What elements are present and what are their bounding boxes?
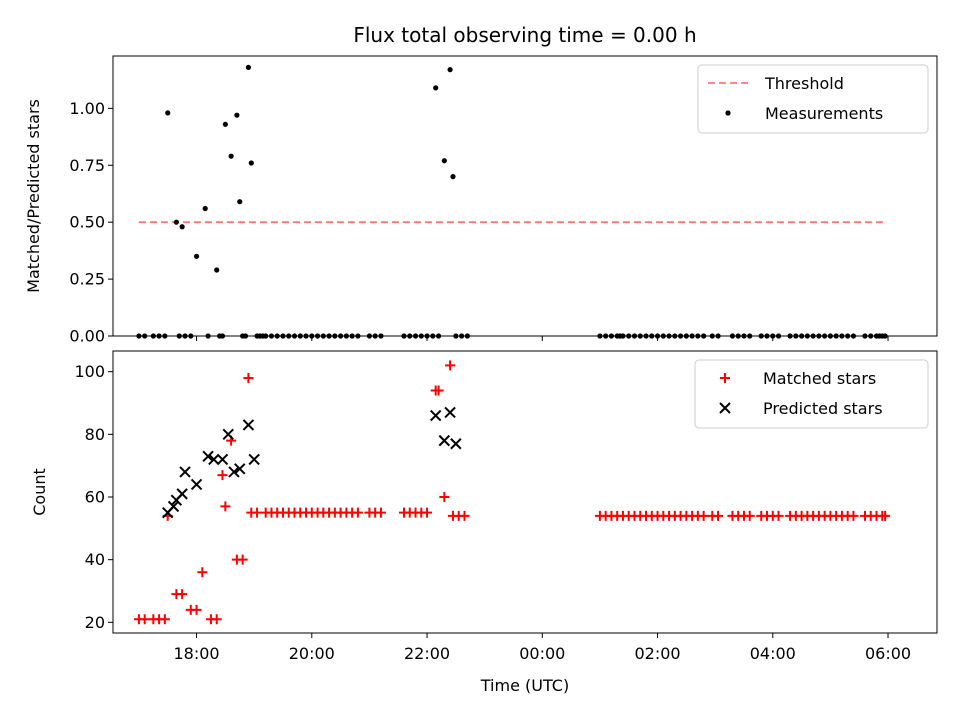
data-point <box>744 510 755 521</box>
data-point <box>222 428 234 441</box>
data-point <box>179 224 185 230</box>
data-point <box>450 438 462 450</box>
data-point <box>237 554 248 565</box>
y-tick-label: 60 <box>85 488 105 507</box>
data-point <box>248 160 254 166</box>
y-tick-label: 0.00 <box>69 327 105 346</box>
data-point <box>422 507 433 518</box>
data-point <box>450 174 456 180</box>
legend-measurement-swatch <box>725 110 731 116</box>
data-point <box>179 466 191 478</box>
data-point <box>193 253 200 259</box>
data-point <box>445 360 456 371</box>
y-tick-label: 0.75 <box>69 156 105 175</box>
x-tick-label: 20:00 <box>289 644 335 663</box>
data-point <box>217 470 228 481</box>
data-point <box>459 510 470 521</box>
chart-title: Flux total observing time = 0.00 h <box>353 23 696 47</box>
legend: Matched stars Predicted stars <box>694 359 929 429</box>
legend-label: Threshold <box>764 74 844 93</box>
data-point <box>444 406 456 419</box>
data-point <box>211 614 222 625</box>
legend-label: Predicted stars <box>763 399 883 418</box>
data-point <box>447 67 453 73</box>
y-tick-label: 40 <box>85 550 105 569</box>
data-point <box>139 614 150 625</box>
data-point <box>165 110 171 116</box>
data-point <box>439 492 450 503</box>
data-point <box>433 385 444 396</box>
data-point <box>234 463 246 475</box>
x-tick-label: 04:00 <box>750 644 796 663</box>
data-point <box>713 510 724 521</box>
plot-frame <box>112 350 938 634</box>
data-point <box>375 507 386 518</box>
data-point <box>208 453 220 466</box>
data-point <box>429 409 442 422</box>
x-tick-label: 00:00 <box>519 644 565 663</box>
data-point <box>222 121 228 127</box>
y-tick-label: 80 <box>85 425 105 444</box>
x-tick-label: 06:00 <box>865 644 911 663</box>
data-point <box>242 419 255 431</box>
legend-box <box>694 359 929 429</box>
data-point <box>773 510 784 521</box>
data-point <box>191 604 202 615</box>
data-point <box>438 434 451 447</box>
y-axis-label: Count <box>30 468 49 516</box>
data-point <box>197 567 208 578</box>
legend-label: Matched stars <box>763 369 876 388</box>
x-tick-label: 22:00 <box>404 644 450 663</box>
y-tick-label: 20 <box>85 613 105 632</box>
data-point <box>228 466 240 478</box>
data-point <box>243 372 254 383</box>
data-point <box>190 478 203 491</box>
data-point <box>441 158 447 164</box>
data-point <box>234 112 240 118</box>
legend-predicted-swatch <box>719 402 731 414</box>
y-tick-label: 100 <box>74 362 105 381</box>
data-point <box>245 64 252 70</box>
data-point <box>248 453 260 466</box>
data-point <box>698 510 709 521</box>
data-point <box>202 205 208 212</box>
data-point <box>173 219 179 225</box>
y-axis-label: Matched/Predicted stars <box>24 99 43 293</box>
data-point <box>177 589 188 600</box>
data-point <box>167 500 180 513</box>
data-point <box>159 614 170 625</box>
data-point <box>216 453 229 466</box>
top-panel-ratio: 0.00 0.25 0.50 0.75 1.00 Matched/Predicted st… <box>24 55 938 346</box>
bottom-panel-counts: 20 40 60 80 100 18:00 20:00 22:00 00:00 02:00 04:0… <box>30 350 938 663</box>
legend-box <box>697 64 929 134</box>
y-tick-label: 0.50 <box>69 213 105 232</box>
legend: Threshold Measurements <box>697 64 929 134</box>
y-tick-label: 0.25 <box>69 270 105 289</box>
data-point <box>433 85 439 91</box>
data-point <box>214 267 220 273</box>
data-point <box>202 450 214 462</box>
legend-matched-swatch <box>720 373 730 383</box>
legend-label: Measurements <box>765 104 883 123</box>
x-axis-label: Time (UTC) <box>480 676 569 695</box>
data-point <box>880 510 891 521</box>
x-tick-label: 02:00 <box>634 644 680 663</box>
plot-frame <box>112 55 938 337</box>
data-point <box>252 507 263 518</box>
x-tick-label: 18:00 <box>173 644 219 663</box>
data-point <box>220 501 231 512</box>
data-point <box>228 153 234 159</box>
data-point <box>237 199 243 205</box>
data-point <box>176 488 188 500</box>
y-tick-label: 1.00 <box>69 99 105 118</box>
data-point <box>848 510 859 521</box>
data-point <box>352 507 363 518</box>
